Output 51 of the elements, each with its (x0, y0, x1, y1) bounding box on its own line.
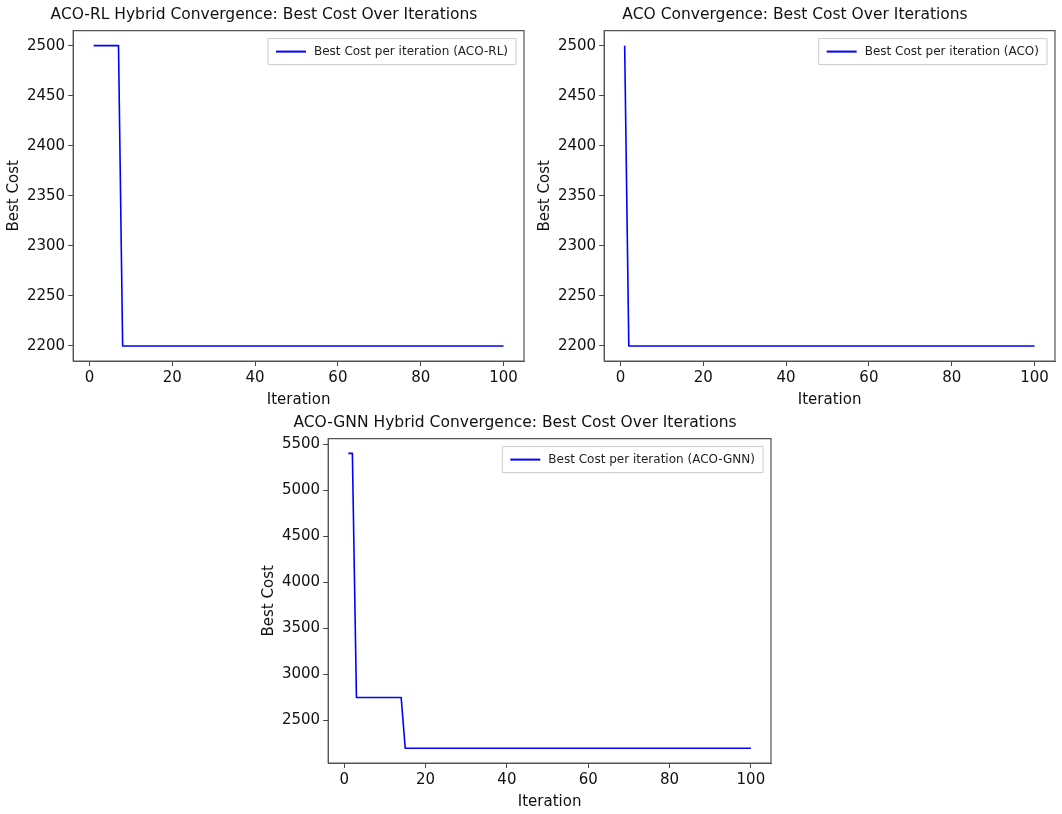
y-tick-label: 5000 (281, 480, 321, 499)
y-tick-label: 2500 (281, 710, 321, 729)
x-axis-title: Iteration (517, 791, 582, 810)
x-tick-label: 80 (411, 367, 431, 386)
x-tick-label: 100 (489, 367, 518, 386)
x-axis-title: Iteration (797, 389, 862, 408)
y-tick-label: 4000 (281, 572, 321, 591)
x-tick-label: 0 (339, 769, 350, 788)
chart-title: ACO-RL Hybrid Convergence: Best Cost Over Iterations (50, 5, 478, 24)
y-tick-label: 2350 (26, 185, 66, 204)
y-tick-label: 2350 (557, 185, 597, 204)
x-tick-label: 20 (162, 367, 182, 386)
y-tick-label: 5500 (281, 434, 321, 453)
y-tick-label: 2400 (557, 135, 597, 154)
y-tick-label: 4500 (281, 526, 321, 545)
x-tick-label: 20 (693, 367, 713, 386)
y-tick-label: 3000 (281, 664, 321, 683)
x-tick-label: 40 (245, 367, 265, 386)
y-tick-label: 2300 (26, 235, 66, 254)
y-tick-label: 3500 (281, 618, 321, 637)
x-tick-label: 80 (942, 367, 962, 386)
x-tick-label: 40 (776, 367, 796, 386)
x-tick-label: 80 (660, 769, 680, 788)
x-tick-label: 60 (859, 367, 879, 386)
y-axis-title: Best Cost (534, 160, 553, 232)
y-tick-label: 2400 (26, 135, 66, 154)
x-tick-label: 40 (497, 769, 517, 788)
y-tick-label: 2200 (26, 335, 66, 354)
y-tick-label: 2250 (557, 285, 597, 304)
y-tick-label: 2300 (557, 235, 597, 254)
y-tick-label: 2450 (26, 85, 66, 104)
chart-title: ACO Convergence: Best Cost Over Iterations (622, 5, 968, 24)
x-tick-label: 0 (615, 367, 626, 386)
x-tick-label: 60 (328, 367, 348, 386)
y-tick-label: 2500 (26, 35, 66, 54)
x-tick-label: 60 (578, 769, 598, 788)
y-tick-label: 2500 (557, 35, 597, 54)
y-axis-title: Best Cost (3, 160, 22, 232)
y-axis-title: Best Cost (258, 565, 277, 637)
legend-label: Best Cost per iteration (ACO) (864, 43, 1040, 58)
legend-label: Best Cost per iteration (ACO-GNN) (548, 451, 756, 466)
y-tick-label: 2450 (557, 85, 597, 104)
x-axis-title: Iteration (266, 389, 331, 408)
x-tick-label: 100 (736, 769, 766, 788)
y-tick-label: 2200 (557, 335, 597, 354)
legend-label: Best Cost per iteration (ACO-RL) (313, 43, 509, 58)
chart-title: ACO-GNN Hybrid Convergence: Best Cost Over Iterations (293, 413, 737, 432)
x-tick-label: 100 (1020, 367, 1049, 386)
x-tick-label: 20 (416, 769, 436, 788)
x-tick-label: 0 (84, 367, 95, 386)
y-tick-label: 2250 (26, 285, 66, 304)
